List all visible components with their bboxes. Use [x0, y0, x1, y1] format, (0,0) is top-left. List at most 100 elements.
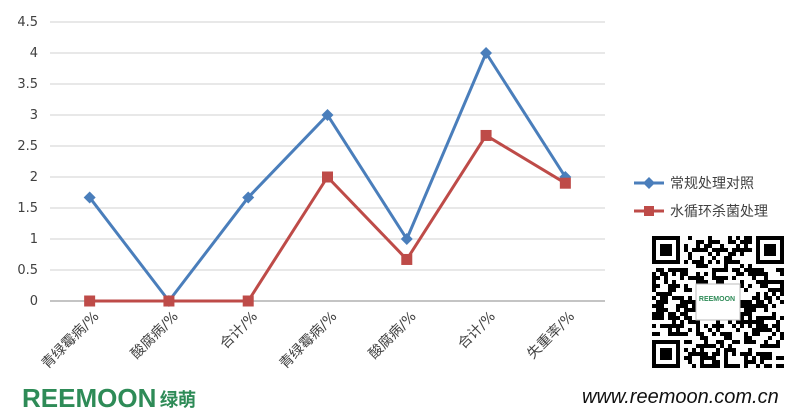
qr-module [700, 336, 704, 340]
qr-module [748, 324, 752, 328]
qr-module [740, 316, 744, 320]
qr-module [696, 244, 700, 248]
qr-module [700, 256, 704, 260]
qr-module [696, 260, 700, 264]
qr-module [728, 344, 732, 348]
qr-module [732, 240, 736, 244]
qr-module [672, 268, 676, 272]
qr-module [676, 284, 680, 288]
qr-module [684, 244, 688, 248]
qr-module [676, 332, 680, 336]
qr-module [696, 332, 700, 336]
qr-module [732, 340, 736, 344]
qr-module [672, 284, 676, 288]
qr-module [696, 276, 700, 280]
qr-module [684, 316, 688, 320]
qr-module [748, 236, 752, 240]
qr-module [680, 268, 684, 272]
qr-module [716, 360, 720, 364]
qr-module [752, 296, 756, 300]
qr-module [708, 344, 712, 348]
qr-module [656, 308, 660, 312]
qr-module [744, 288, 748, 292]
qr-module [652, 272, 656, 276]
qr-module [748, 340, 752, 344]
qr-module [684, 284, 688, 288]
qr-module [660, 296, 664, 300]
qr-module [684, 332, 688, 336]
qr-module [656, 268, 660, 272]
qr-module [768, 296, 772, 300]
qr-module [672, 324, 676, 328]
qr-module [652, 280, 656, 284]
y-tick-label: 3 [30, 108, 38, 123]
qr-module [672, 288, 676, 292]
qr-module [680, 272, 684, 276]
qr-module [728, 336, 732, 340]
qr-module [764, 280, 768, 284]
qr-module [736, 320, 740, 324]
qr-module [684, 304, 688, 308]
qr-module [756, 364, 760, 368]
qr-module [696, 320, 700, 324]
qr-module [776, 280, 780, 284]
qr-module [716, 348, 720, 352]
qr-module [756, 296, 760, 300]
qr-module [760, 324, 764, 328]
qr-finder-core [660, 348, 672, 360]
qr-module [772, 344, 776, 348]
qr-module [688, 300, 692, 304]
qr-module [676, 316, 680, 320]
qr-module [764, 364, 768, 368]
qr-module [724, 360, 728, 364]
qr-module [656, 300, 660, 304]
qr-module [668, 284, 672, 288]
qr-module [692, 300, 696, 304]
qr-module [772, 304, 776, 308]
qr-module [716, 320, 720, 324]
qr-module [748, 360, 752, 364]
data-point [480, 129, 492, 141]
qr-module [664, 324, 668, 328]
qr-module [712, 332, 716, 336]
qr-module [728, 260, 732, 264]
qr-module [700, 240, 704, 244]
qr-module [728, 332, 732, 336]
qr-module [684, 248, 688, 252]
qr-module [668, 316, 672, 320]
qr-module [692, 276, 696, 280]
qr-module [748, 248, 752, 252]
qr-module [760, 280, 764, 284]
qr-module [736, 268, 740, 272]
qr-module [760, 356, 764, 360]
qr-module [740, 280, 744, 284]
qr-module [764, 272, 768, 276]
legend: 常规处理对照 水循环杀菌处理 [634, 176, 768, 220]
qr-module [752, 356, 756, 360]
qr-module [708, 240, 712, 244]
qr-center-label: REEMOON [699, 296, 735, 303]
qr-module [716, 260, 720, 264]
qr-module [712, 240, 716, 244]
qr-module [764, 324, 768, 328]
qr-module [664, 300, 668, 304]
qr-module [744, 268, 748, 272]
qr-module [768, 288, 772, 292]
qr-module [688, 256, 692, 260]
qr-module [704, 344, 708, 348]
qr-module [724, 256, 728, 260]
qr-module [724, 264, 728, 268]
qr-module [688, 320, 692, 324]
qr-module [712, 272, 716, 276]
qr-module [748, 336, 752, 340]
qr-module [700, 276, 704, 280]
qr-module [692, 320, 696, 324]
qr-module [692, 348, 696, 352]
qr-module [756, 324, 760, 328]
qr-module [736, 260, 740, 264]
qr-module [736, 364, 740, 368]
y-tick-label: 4 [30, 46, 38, 61]
qr-module [736, 340, 740, 344]
y-tick-label: 1.5 [17, 201, 38, 216]
